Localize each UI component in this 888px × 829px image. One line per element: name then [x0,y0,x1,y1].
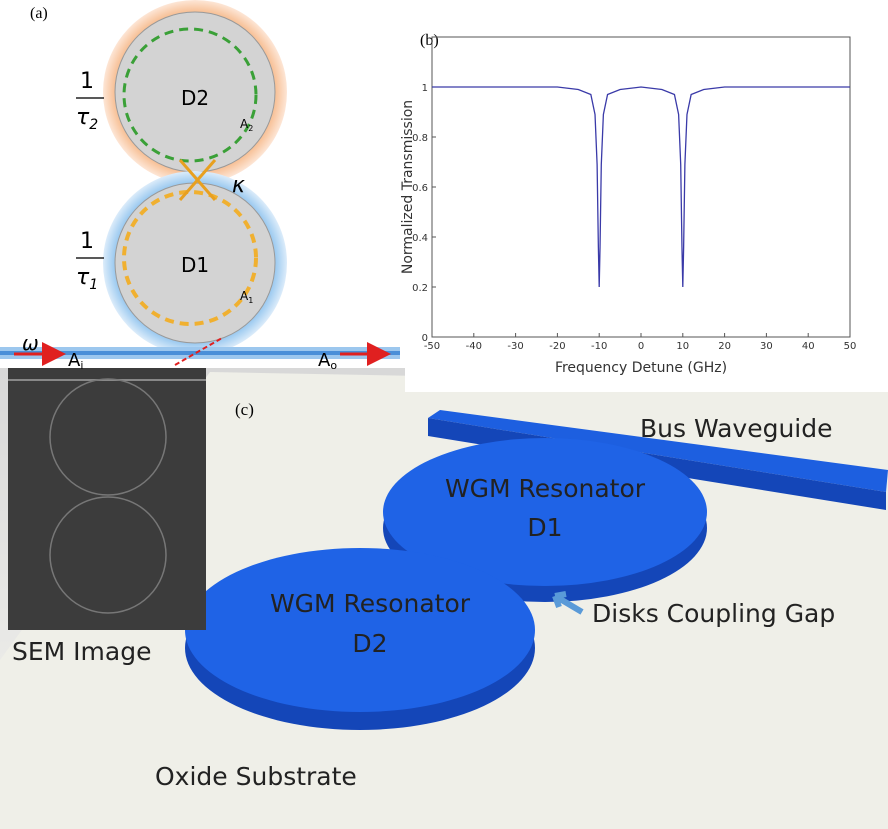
subscript: o [330,359,337,372]
x-tick-label: 20 [718,341,731,352]
sem-image [8,368,206,630]
panel-label: (b) [420,32,439,49]
x-tick-label: 40 [802,341,815,352]
y-tick-label: 0 [422,333,428,344]
panel-bg [405,0,888,392]
subscript: 2 [248,124,253,133]
label: Bus Waveguide [640,414,833,443]
label: SEM Image [12,637,151,666]
label: D2 [352,629,387,658]
x-tick-label: 30 [760,341,773,352]
rate-num: 1 [80,229,94,254]
label: Disks Coupling Gap [592,599,835,628]
y-tick-label: 1 [422,83,428,94]
x-tick-label: 50 [844,341,857,352]
frequency: ω [22,331,39,355]
y-tick-label: 0.8 [412,133,428,144]
y-tick-label: 0.2 [412,283,428,294]
label: WGM Resonator [270,589,471,618]
y-tick-label: 0.6 [412,183,428,194]
panel-a: (a) 1 τ2 D2 A2 κ 1 τ1 D1 A1 ω Ai Ao [0,0,410,372]
disk-label: D1 [181,253,209,277]
x-tick-label: -10 [591,341,607,352]
rate-num: 1 [80,69,94,94]
y-tick-label: 0.4 [412,233,428,244]
subscript: 1 [89,277,98,293]
x-axis-title: Frequency Detune (GHz) [555,360,727,376]
subscript: 2 [89,117,98,133]
symbol: τ [76,265,90,290]
subscript: i [80,359,83,372]
x-tick-label: -20 [549,341,565,352]
panel-c: (c) Bus Waveguide WGM Resonator D1 WGM R… [0,368,888,829]
coupling: κ [232,173,245,198]
figure: (c) Bus Waveguide WGM Resonator D1 WGM R… [0,0,888,829]
x-tick-label: 0 [638,341,644,352]
label: D1 [527,513,562,542]
x-tick-label: -30 [507,341,523,352]
panel-b: (b) Frequency Detune (GHz) Normalized Tr… [400,0,888,392]
symbol: A [68,350,81,371]
symbol: τ [76,105,90,130]
x-tick-label: -40 [466,341,482,352]
panel-label: (a) [30,5,48,22]
label: WGM Resonator [445,474,646,503]
label: Oxide Substrate [155,762,357,791]
panel-label: (c) [235,400,254,419]
subscript: 1 [248,296,253,305]
symbol: A [318,350,331,371]
disk-label: D2 [181,86,209,110]
x-tick-label: 10 [676,341,689,352]
